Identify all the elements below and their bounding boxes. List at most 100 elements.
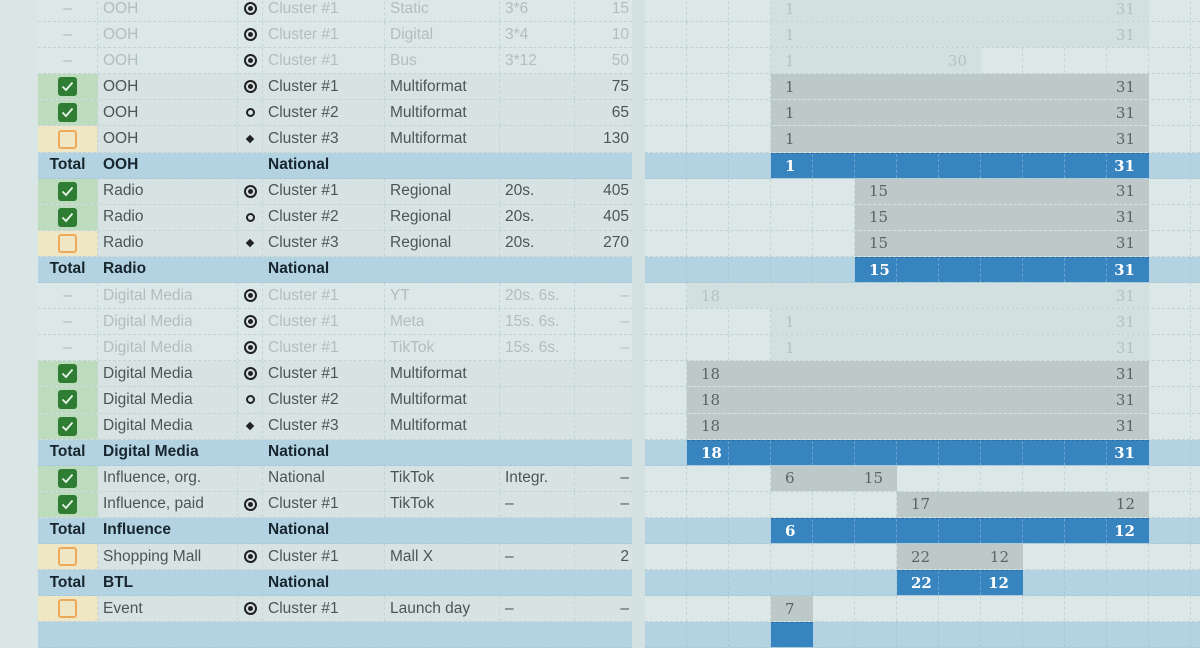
week-cell[interactable] bbox=[1065, 570, 1107, 596]
checkbox-checked[interactable] bbox=[58, 207, 77, 227]
week-cell[interactable] bbox=[1149, 596, 1191, 622]
pane-divider[interactable] bbox=[632, 361, 645, 388]
week-cell[interactable] bbox=[771, 230, 813, 256]
include-toggle[interactable] bbox=[38, 361, 98, 387]
flight-bar[interactable]: 7 bbox=[771, 596, 813, 622]
week-cell[interactable] bbox=[1107, 570, 1149, 596]
week-cell[interactable] bbox=[687, 596, 729, 622]
checkbox-checked[interactable] bbox=[58, 364, 77, 384]
checkbox-unchecked[interactable] bbox=[58, 233, 77, 253]
table-row[interactable]: Digital Media Cluster #1 Multiformat 18 31 bbox=[0, 361, 1200, 388]
week-cell[interactable] bbox=[1149, 517, 1191, 543]
pane-divider[interactable] bbox=[632, 622, 645, 648]
pane-divider[interactable] bbox=[632, 256, 645, 284]
week-cell[interactable] bbox=[687, 74, 729, 100]
week-cell[interactable] bbox=[813, 204, 855, 230]
pane-divider[interactable] bbox=[632, 100, 645, 127]
week-cell[interactable] bbox=[645, 517, 687, 543]
flight-bar[interactable]: 15 31 bbox=[855, 178, 1149, 204]
week-cell[interactable] bbox=[645, 543, 687, 570]
week-cell[interactable] bbox=[813, 178, 855, 204]
pane-divider[interactable] bbox=[632, 126, 645, 153]
total-flight-bar[interactable]: 18 31 bbox=[687, 439, 1149, 465]
week-cell[interactable] bbox=[687, 0, 729, 22]
flight-bar[interactable]: 1 31 bbox=[771, 335, 1149, 361]
week-cell[interactable] bbox=[687, 126, 729, 152]
week-cell[interactable] bbox=[729, 126, 771, 152]
week-cell[interactable] bbox=[1149, 335, 1191, 361]
week-cell[interactable] bbox=[771, 204, 813, 230]
week-cell[interactable] bbox=[1191, 361, 1200, 386]
week-cell[interactable] bbox=[981, 48, 1023, 74]
week-cell[interactable] bbox=[645, 100, 687, 126]
week-cell[interactable] bbox=[1149, 413, 1191, 439]
week-cell[interactable] bbox=[1191, 492, 1200, 517]
week-cell[interactable] bbox=[729, 596, 771, 622]
week-cell[interactable] bbox=[1191, 596, 1200, 621]
week-cell[interactable] bbox=[687, 204, 729, 230]
include-toggle[interactable] bbox=[38, 230, 98, 256]
include-toggle[interactable] bbox=[38, 178, 98, 204]
include-toggle[interactable] bbox=[38, 74, 98, 100]
pane-divider[interactable] bbox=[632, 178, 645, 205]
week-cell[interactable] bbox=[1191, 179, 1200, 204]
week-cell[interactable] bbox=[645, 335, 687, 361]
week-cell[interactable] bbox=[687, 570, 729, 596]
week-cell[interactable] bbox=[645, 596, 687, 622]
week-cell[interactable] bbox=[1023, 465, 1065, 491]
total-flight-bar[interactable] bbox=[771, 622, 813, 648]
week-cell[interactable] bbox=[687, 335, 729, 361]
table-row[interactable]: Event Cluster #1 Launch day – –7 bbox=[0, 596, 1200, 623]
week-cell[interactable] bbox=[897, 596, 939, 622]
include-toggle[interactable]: – bbox=[38, 0, 98, 22]
week-cell[interactable] bbox=[1191, 440, 1200, 465]
table-row[interactable]: – Digital Media Cluster #1 TikTok 15s. 6s. – 1… bbox=[0, 335, 1200, 362]
week-cell[interactable] bbox=[1065, 543, 1107, 570]
week-cell[interactable] bbox=[645, 22, 687, 48]
week-cell[interactable] bbox=[897, 465, 939, 491]
include-toggle[interactable]: – bbox=[38, 22, 98, 48]
table-row[interactable]: Digital Media Cluster #2 Multiformat 18 31 bbox=[0, 387, 1200, 414]
week-cell[interactable] bbox=[729, 543, 771, 570]
total-row[interactable]: Total Influence National 6 12 bbox=[0, 517, 1200, 544]
pane-divider[interactable] bbox=[632, 230, 645, 257]
week-cell[interactable] bbox=[1149, 74, 1191, 100]
week-cell[interactable] bbox=[729, 152, 771, 178]
flight-bar[interactable]: 18 31 bbox=[687, 361, 1149, 387]
week-cell[interactable] bbox=[855, 622, 897, 648]
pane-divider[interactable] bbox=[632, 517, 645, 544]
pane-divider[interactable] bbox=[632, 204, 645, 231]
pane-divider[interactable] bbox=[632, 283, 645, 310]
week-cell[interactable] bbox=[1149, 178, 1191, 204]
flight-bar[interactable]: 18 31 bbox=[687, 387, 1149, 413]
week-cell[interactable] bbox=[1149, 204, 1191, 230]
table-row[interactable]: Influence, paid Cluster #1 TikTok – –17 12 bbox=[0, 491, 1200, 518]
total-flight-bar[interactable]: 6 12 bbox=[771, 517, 1149, 543]
week-cell[interactable] bbox=[813, 543, 855, 570]
table-row[interactable]: OOH Cluster #1 Multiformat 75 1 31 bbox=[0, 74, 1200, 101]
week-cell[interactable] bbox=[729, 22, 771, 48]
week-cell[interactable] bbox=[981, 596, 1023, 622]
week-cell[interactable] bbox=[687, 309, 729, 335]
table-row[interactable]: – OOH Cluster #1 Static 3*6 15 1 31 bbox=[0, 0, 1200, 23]
week-cell[interactable] bbox=[1065, 596, 1107, 622]
checkbox-checked[interactable] bbox=[58, 77, 77, 97]
week-cell[interactable] bbox=[1149, 622, 1191, 648]
week-cell[interactable] bbox=[1149, 387, 1191, 413]
pane-divider[interactable] bbox=[632, 439, 645, 466]
week-cell[interactable] bbox=[1191, 335, 1200, 360]
checkbox-checked[interactable] bbox=[58, 416, 77, 436]
week-cell[interactable] bbox=[855, 543, 897, 570]
week-cell[interactable] bbox=[1023, 543, 1065, 570]
pane-divider[interactable] bbox=[632, 0, 645, 23]
flight-bar[interactable]: 1 31 bbox=[771, 126, 1149, 152]
week-cell[interactable] bbox=[1191, 48, 1200, 73]
table-row[interactable]: Radio Cluster #3 Regional 20s. 270 15 31 bbox=[0, 230, 1200, 257]
week-cell[interactable] bbox=[1149, 439, 1191, 465]
week-cell[interactable] bbox=[645, 283, 687, 309]
total-row[interactable]: Total OOH National 1 31 bbox=[0, 152, 1200, 179]
total-row[interactable]: Total BTL National 22 12 bbox=[0, 570, 1200, 597]
include-toggle[interactable] bbox=[38, 100, 98, 126]
include-toggle[interactable] bbox=[38, 413, 98, 439]
week-cell[interactable] bbox=[687, 256, 729, 283]
